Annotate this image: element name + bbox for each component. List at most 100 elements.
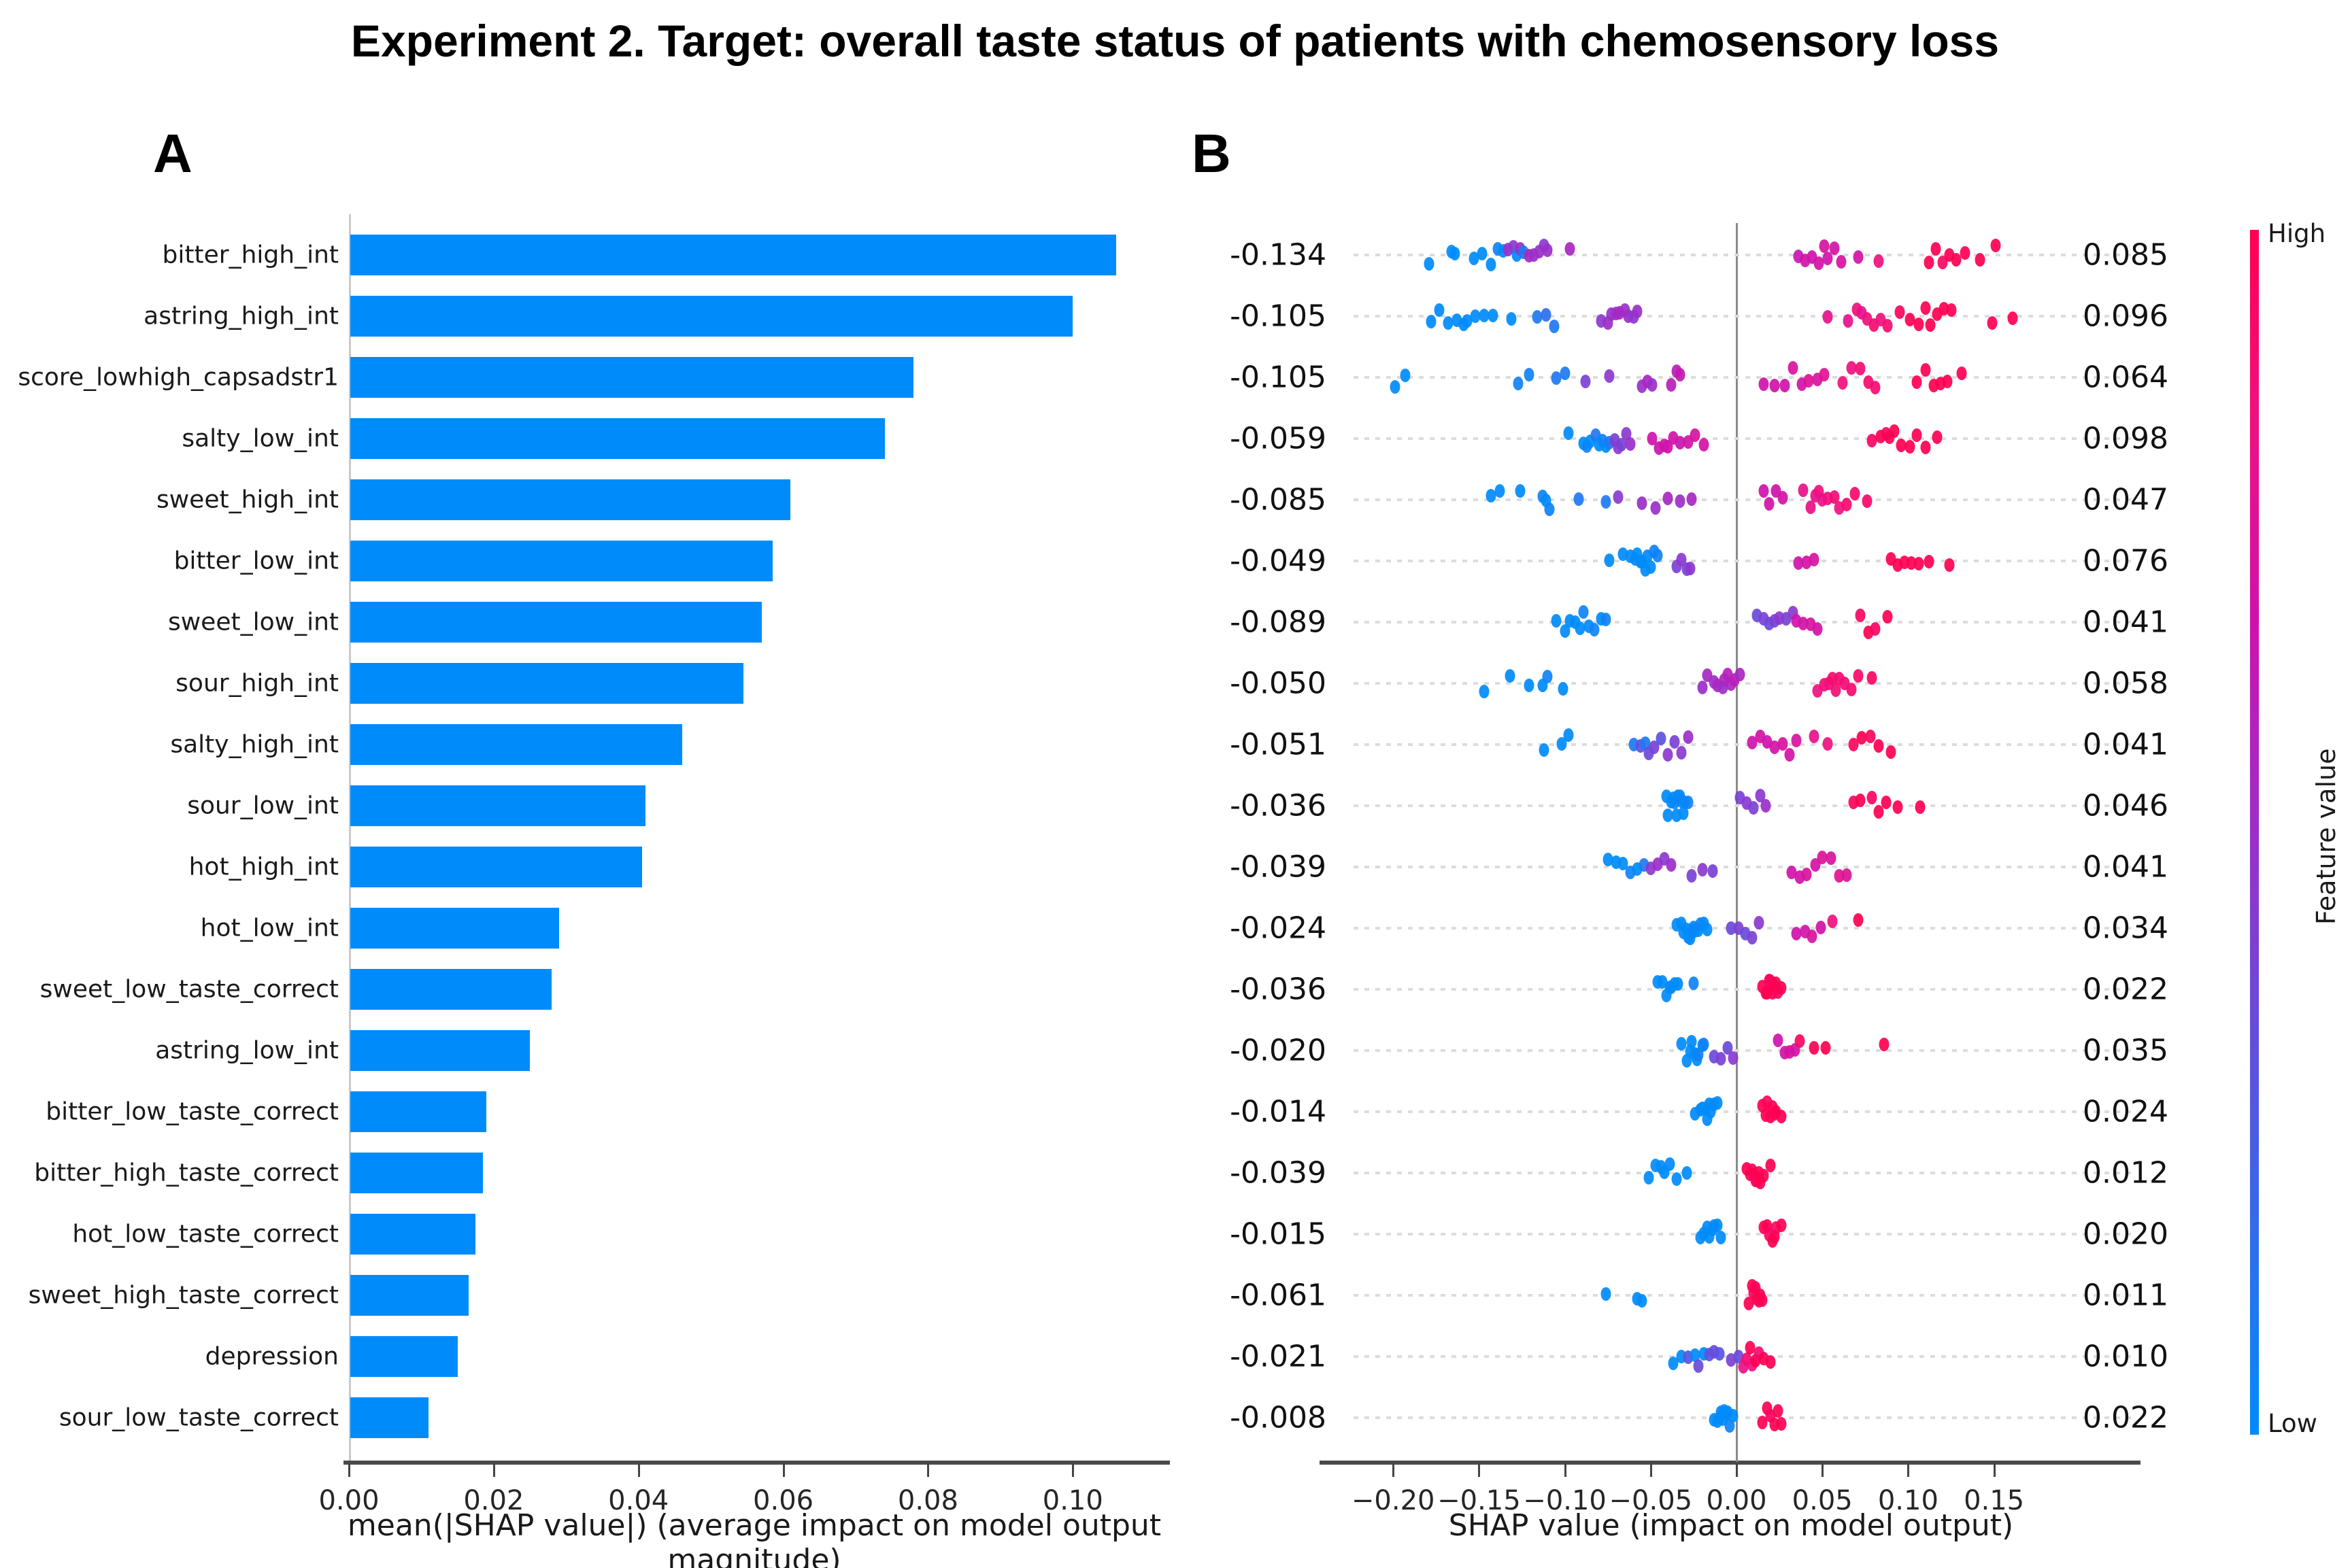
- feature-label-bitter_high_int: bitter_high_int: [162, 241, 339, 269]
- colorbar-gradient: [2250, 230, 2259, 1435]
- shap-dot: [1866, 671, 1877, 685]
- shap-dot: [1930, 242, 1941, 256]
- shap-dot: [1830, 683, 1841, 698]
- shap-dot: [1803, 373, 1814, 388]
- shap-dot: [1975, 253, 1985, 267]
- shap-dot: [1866, 790, 1877, 804]
- shap-dot: [1580, 375, 1591, 389]
- shap-dot: [1747, 735, 1758, 749]
- shap-dot: [1836, 254, 1847, 269]
- shap-dot: [1820, 1041, 1831, 1055]
- feature-label-sour_high_int: sour_high_int: [175, 669, 339, 698]
- shap-dot: [1558, 681, 1568, 696]
- bar-depression: [350, 1336, 458, 1377]
- shap-dot: [1426, 315, 1437, 329]
- bar-sweet_low_taste_correct: [350, 969, 552, 1010]
- shap-dot: [1666, 377, 1677, 392]
- shap-dot: [1702, 922, 1713, 936]
- row-max-value-sweet_high_taste_correct: 0.011: [2083, 1278, 2168, 1313]
- shap-dot: [1693, 1359, 1704, 1373]
- panel-b-label: B: [1192, 123, 1231, 184]
- shap-dot: [1812, 622, 1823, 636]
- shap-dot: [1848, 738, 1859, 752]
- shap-dot: [1809, 730, 1819, 744]
- shap-dot: [1462, 314, 1473, 328]
- bar-sweet_low_int: [350, 602, 762, 643]
- bar-astring_high_int: [350, 296, 1073, 337]
- shap-dot: [1764, 497, 1775, 511]
- shap-dot: [1600, 1287, 1611, 1301]
- row-max-value-sweet_high_int: 0.047: [2083, 482, 2168, 517]
- shap-dot: [1904, 312, 1915, 326]
- shap-dot: [1632, 304, 1643, 318]
- shap-dot: [1987, 316, 1998, 330]
- shap-dot: [1894, 305, 1905, 320]
- shap-dot: [1942, 374, 1953, 388]
- panel-a-tick-mark: [348, 1463, 350, 1477]
- panel-b-tick-label: 0.15: [1964, 1485, 2025, 1516]
- row-max-value-bitter_low_taste_correct: 0.024: [2083, 1094, 2168, 1129]
- shap-dot: [1776, 1416, 1787, 1431]
- panel-b-tick-mark: [1907, 1463, 1910, 1477]
- shap-dot: [1656, 731, 1666, 745]
- shap-dot: [1479, 685, 1490, 699]
- shap-dot: [1675, 367, 1685, 381]
- shap-dot: [1662, 808, 1673, 822]
- feature-label-salty_high_int: salty_high_int: [170, 730, 339, 759]
- shap-dot: [1956, 367, 1967, 381]
- shap-dot: [1843, 313, 1853, 328]
- feature-label-score_lowhigh_capsadstr1: score_lowhigh_capsadstr1: [18, 363, 339, 392]
- shap-dot: [1809, 1041, 1819, 1055]
- shap-dot: [1870, 621, 1881, 636]
- row-max-value-hot_high_int: 0.041: [2083, 849, 2168, 885]
- row-min-value-bitter_high_int: -0.134: [1230, 237, 1326, 273]
- shap-dot: [1669, 734, 1680, 749]
- panel-b-tick-mark: [1564, 1463, 1566, 1477]
- row-min-value-score_lowhigh_capsadstr1: -0.105: [1230, 360, 1326, 395]
- panel-b-tick-label: −0.05: [1609, 1485, 1693, 1516]
- shap-dot: [1645, 560, 1656, 575]
- panel-b-tick-mark: [1649, 1463, 1652, 1477]
- shap-dot: [1791, 733, 1802, 747]
- shap-dot: [1578, 605, 1589, 619]
- shap-dot: [1889, 424, 1900, 438]
- feature-label-sweet_low_int: sweet_low_int: [167, 608, 339, 636]
- shap-dot: [1589, 622, 1599, 636]
- feature-label-bitter_high_taste_correct: bitter_high_taste_correct: [34, 1159, 339, 1187]
- feature-label-hot_low_int: hot_low_int: [200, 914, 339, 942]
- row-min-value-sweet_high_int: -0.085: [1230, 482, 1326, 517]
- row-max-value-score_lowhigh_capsadstr1: 0.064: [2083, 360, 2168, 395]
- shap-dot: [1777, 736, 1788, 751]
- shap-dot: [1505, 669, 1515, 683]
- row-guide-sour_low_taste_correct: [1354, 1416, 2136, 1419]
- bar-salty_high_int: [350, 724, 682, 765]
- panel-a-x-axis: [343, 1461, 1170, 1465]
- shap-dot: [1647, 431, 1658, 445]
- row-guide-bitter_low_taste_correct: [1354, 1110, 2136, 1113]
- panel-b-tick-mark: [1392, 1463, 1395, 1477]
- shap-dot: [1758, 377, 1769, 392]
- panel-a-tick-label: 0.10: [1042, 1485, 1103, 1516]
- shap-dot: [1678, 806, 1689, 820]
- panel-a-tick-mark: [1072, 1463, 1075, 1477]
- row-guide-hot_low_taste_correct: [1354, 1233, 2136, 1235]
- row-max-value-sour_low_int: 0.046: [2083, 788, 2168, 823]
- shap-dot: [1745, 1340, 1756, 1354]
- row-guide-sweet_high_taste_correct: [1354, 1294, 2136, 1297]
- row-min-value-astring_low_int: -0.020: [1230, 1033, 1326, 1068]
- panel-a-tick-mark: [637, 1463, 640, 1477]
- shap-dot: [1866, 433, 1877, 447]
- shap-dot: [1879, 1037, 1890, 1051]
- shap-dot: [1809, 553, 1819, 567]
- bar-score_lowhigh_capsadstr1: [350, 357, 914, 398]
- shap-dot: [1712, 1218, 1723, 1232]
- panel-b-tick-mark: [1478, 1463, 1481, 1477]
- shap-dot: [1776, 1109, 1787, 1123]
- shap-dot: [1765, 1159, 1776, 1173]
- shap-dot: [1841, 868, 1852, 882]
- shap-dot: [1604, 369, 1615, 383]
- shap-dot: [1698, 1037, 1709, 1051]
- shap-dot: [1815, 920, 1826, 934]
- shap-dot: [1924, 554, 1934, 568]
- shap-dot: [1724, 1418, 1735, 1433]
